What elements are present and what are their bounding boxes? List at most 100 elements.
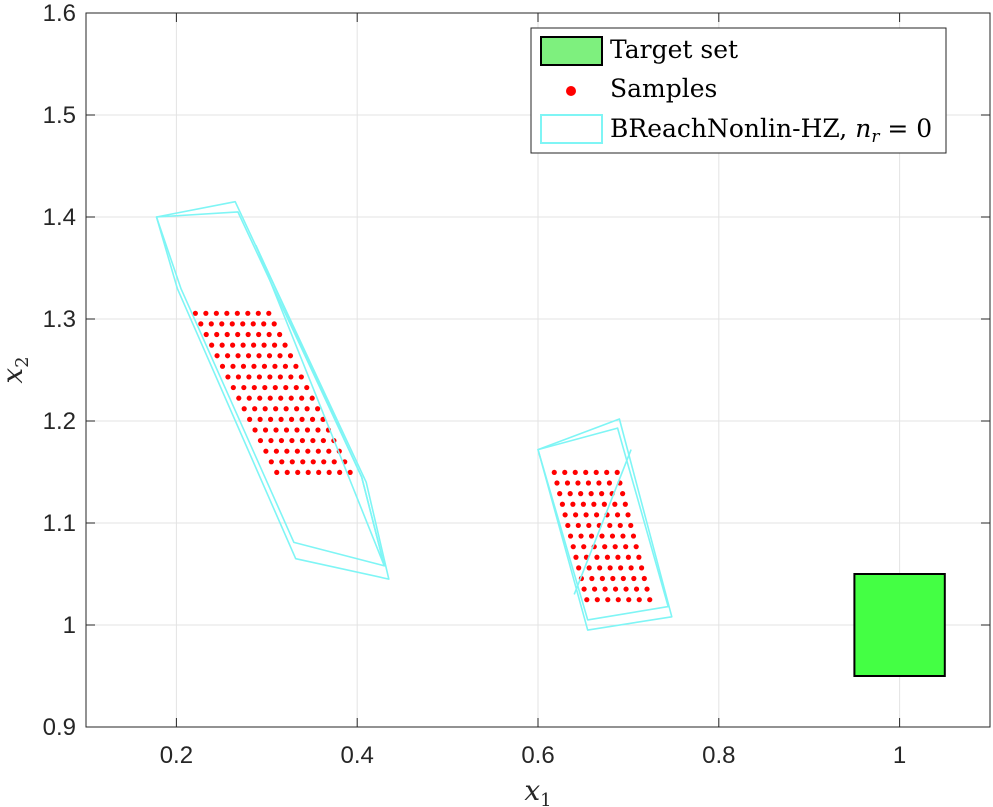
sample-point [229, 321, 235, 327]
sample-point [300, 459, 306, 465]
sample-point [203, 331, 209, 338]
sample-point [593, 512, 600, 518]
sample-point [266, 353, 273, 359]
sample-point [219, 363, 226, 369]
sample-point [584, 597, 590, 603]
sample-point [251, 384, 257, 391]
sample-point [638, 565, 645, 571]
y-tick-label: 1.2 [43, 408, 76, 435]
sample-point [294, 448, 300, 454]
sample-point [326, 469, 332, 476]
sample-point [326, 448, 332, 454]
sample-point [593, 469, 599, 476]
sample-point [272, 384, 278, 391]
sample-point [586, 522, 592, 529]
sample-point [581, 586, 587, 592]
sample-point [636, 597, 642, 603]
x-tick-label: 0.4 [341, 742, 374, 769]
sample-point [261, 363, 268, 369]
sample-point [599, 575, 605, 582]
sample-point [278, 437, 285, 444]
sample-point [591, 586, 598, 592]
sample-point [230, 363, 236, 369]
sample-point [293, 384, 299, 391]
sample-point [567, 533, 574, 539]
sample-point [599, 533, 605, 539]
x-tick-label: 0.8 [702, 742, 735, 769]
sample-point [609, 533, 616, 539]
sample-point [261, 342, 267, 348]
legend-reach-label: BReachNonlin-HZ, nr = 0 [610, 114, 932, 147]
legend-samples-marker [566, 86, 576, 96]
sample-point [631, 575, 637, 582]
sample-point [235, 331, 241, 338]
sample-point [277, 353, 283, 359]
sample-point [576, 565, 582, 571]
sample-point [570, 501, 576, 507]
sample-point [278, 416, 284, 422]
sample-point [274, 469, 280, 476]
sample-point [628, 522, 634, 529]
sample-point [599, 491, 605, 497]
sample-point [602, 586, 608, 592]
sample-point [305, 469, 311, 476]
sample-point [604, 554, 611, 560]
sample-point [347, 469, 353, 476]
sample-point [604, 469, 610, 476]
legend-reach-swatch [540, 114, 603, 144]
y-tick-label: 1 [63, 612, 76, 639]
sample-point [605, 597, 611, 603]
sample-point [573, 554, 579, 560]
sample-point [256, 353, 262, 359]
x-tick-label: 0.2 [160, 742, 193, 769]
sample-point [573, 512, 579, 518]
sample-point [267, 416, 274, 422]
sample-point [251, 363, 257, 369]
sample-point [315, 406, 321, 412]
sample-point [606, 480, 613, 486]
sample-point [299, 437, 306, 444]
sample-point [607, 522, 613, 529]
sample-point [267, 395, 273, 401]
sample-point [246, 395, 252, 401]
sample-point [287, 353, 294, 359]
sample-point [559, 501, 566, 507]
sample-point [192, 310, 198, 316]
sample-point [289, 459, 295, 465]
reach-set-outline [537, 418, 673, 631]
sample-point [612, 544, 618, 550]
sample-point [586, 565, 592, 571]
sample-point [618, 565, 624, 571]
sample-point [198, 321, 204, 327]
sample-point [614, 469, 620, 476]
legend-reach-label-eq: = 0 [879, 114, 932, 143]
legend: Target set Samples BReachNonlin-HZ, nr =… [530, 27, 947, 154]
sample-point [610, 575, 616, 582]
y-tick-label: 1.6 [43, 0, 76, 27]
sample-point [294, 406, 300, 412]
sample-point [647, 597, 653, 603]
sample-point [575, 522, 581, 529]
sample-point [615, 554, 621, 560]
sample-point [257, 416, 263, 422]
x-axis-label-base: x [524, 774, 540, 807]
sample-point [601, 501, 607, 507]
sample-point [615, 597, 621, 603]
sample-point [628, 565, 634, 571]
sample-point [578, 533, 584, 539]
y-axis-label: x2 [0, 356, 33, 383]
sample-point [641, 575, 647, 582]
sample-point [268, 459, 274, 465]
sample-point [320, 437, 326, 444]
sample-point [581, 544, 587, 550]
x-axis-label-sub: 1 [540, 790, 551, 807]
sample-point [262, 384, 268, 391]
sample-point [321, 459, 327, 465]
sample-point [583, 469, 589, 476]
sample-point [203, 310, 209, 316]
sample-point [273, 448, 279, 454]
sample-point [288, 416, 295, 422]
sample-point [594, 597, 600, 603]
sample-point [268, 437, 274, 444]
reach-set-outline [537, 427, 670, 621]
